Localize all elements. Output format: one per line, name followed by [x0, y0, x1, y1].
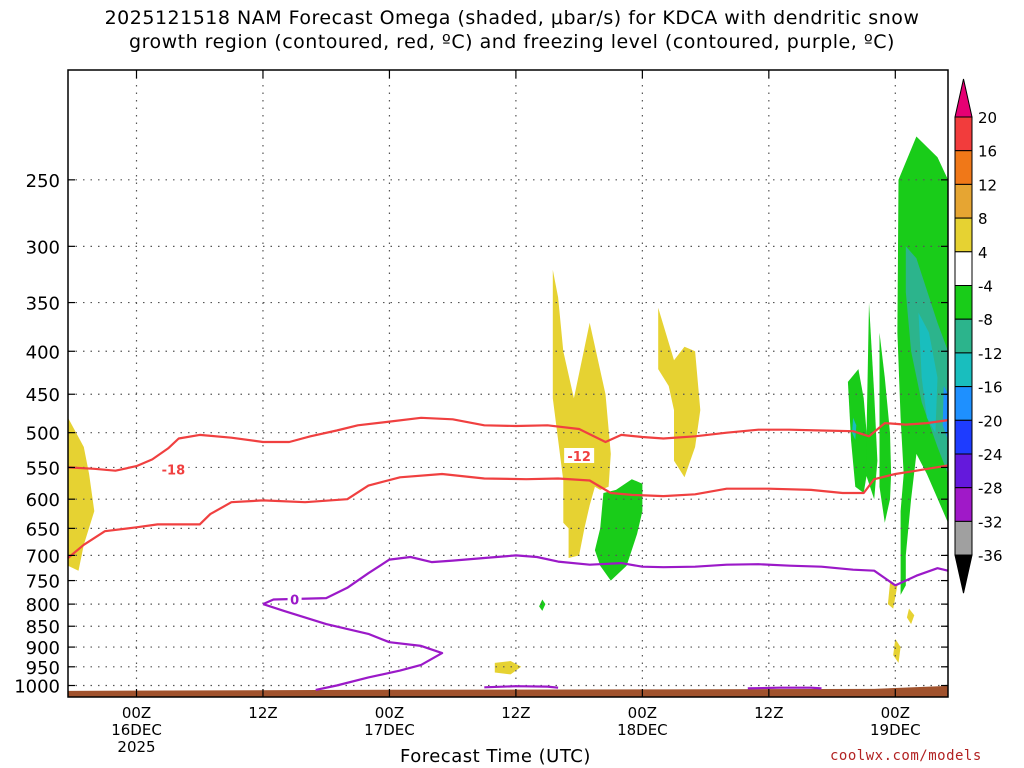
y-tick-label: 700 — [26, 546, 60, 567]
x-tick-label: 2025 — [117, 738, 155, 756]
omega-region-7 — [539, 599, 546, 611]
colorbar-swatch — [954, 520, 973, 556]
colorbar-label: -28 — [978, 480, 1003, 498]
chart-title-line1: 2025121518 NAM Forecast Omega (shaded, μ… — [104, 7, 920, 29]
colorbar-label: -8 — [978, 311, 993, 329]
colorbar-swatch — [954, 453, 973, 489]
colorbar-label: 20 — [978, 109, 997, 127]
omega-region-11 — [879, 332, 892, 523]
contour-line — [262, 554, 949, 606]
omega-region-8 — [594, 479, 643, 581]
contour-label: -18 — [162, 463, 186, 478]
colorbar-label: -4 — [978, 278, 993, 296]
colorbar-label: -12 — [978, 345, 1003, 363]
omega-region-4 — [887, 583, 898, 609]
omega-region-14 — [918, 312, 938, 433]
omega-region-1 — [494, 661, 522, 675]
y-tick-label: 600 — [26, 490, 60, 511]
colorbar-arrow-bottom — [954, 554, 973, 594]
colorbar-label: 12 — [978, 176, 997, 194]
omega-region-2 — [552, 269, 611, 558]
contour-line — [484, 685, 559, 689]
omega-region-5 — [906, 608, 915, 625]
y-tick-label: 350 — [26, 294, 60, 315]
omega-region-3 — [658, 307, 701, 478]
y-tick-label: 1000 — [14, 677, 60, 698]
x-tick-label: 12Z — [248, 704, 277, 722]
colorbar-label: -36 — [978, 547, 1003, 565]
x-tick-label: 12Z — [501, 704, 530, 722]
colorbar-swatch — [954, 487, 973, 522]
colorbar: 20 16 12 8 4 -4 -8 -12 -16 -20 -24 -28 -32 -36 — [954, 78, 1003, 594]
contour-lines: -18 -12 0 — [67, 416, 949, 691]
y-tick-label: 400 — [26, 342, 60, 363]
x-tick-label: 00Z — [881, 704, 910, 722]
y-tick-label: 550 — [26, 458, 60, 479]
credit-text: coolwx.com/models — [830, 748, 982, 764]
x-tick-label: 00Z — [375, 704, 404, 722]
contour-label-bg — [158, 461, 189, 477]
omega-region-16 — [942, 386, 948, 440]
contour-line — [262, 603, 444, 691]
x-tick-label: 00Z — [628, 704, 657, 722]
omega-region-0 — [68, 417, 95, 571]
colorbar-swatch — [954, 183, 973, 219]
omega-region-15 — [852, 417, 857, 440]
y-tick-label: 250 — [26, 171, 60, 192]
chart-title-line2: growth region (contoured, red, ºC) and f… — [129, 31, 895, 53]
terrain-surface — [68, 685, 948, 697]
y-tick-label: 950 — [26, 658, 60, 679]
contour-label-bg — [287, 591, 302, 607]
colorbar-swatch — [954, 116, 973, 152]
y-tick-label: 800 — [26, 595, 60, 616]
y-tick-label: 750 — [26, 572, 60, 593]
colorbar-swatch — [954, 419, 973, 455]
contour-line — [67, 416, 949, 472]
omega-region-6 — [893, 638, 901, 663]
contour-label-bg — [564, 447, 595, 463]
y-tick-label: 650 — [26, 519, 60, 540]
colorbar-swatch — [954, 150, 973, 185]
omega-shading — [68, 136, 948, 675]
grid-lines — [68, 70, 948, 697]
colorbar-swatch — [954, 318, 973, 354]
colorbar-label: 4 — [978, 244, 988, 262]
contour-label: -12 — [567, 450, 591, 465]
colorbar-label: -24 — [978, 446, 1003, 464]
y-tick-label: 300 — [26, 237, 60, 258]
contour-line — [747, 686, 822, 690]
contour-line — [67, 464, 949, 559]
y-tick-label: 450 — [26, 385, 60, 406]
y-tick-label: 500 — [26, 424, 60, 445]
colorbar-label: -32 — [978, 513, 1003, 531]
y-tick-label: 850 — [26, 617, 60, 638]
x-tick-label: 17DEC — [364, 721, 415, 739]
colorbar-swatch — [954, 217, 973, 253]
colorbar-swatch — [954, 352, 973, 388]
x-axis-title: Forecast Time (UTC) — [400, 746, 591, 767]
x-tick-label: 18DEC — [617, 721, 668, 739]
colorbar-swatch — [954, 251, 973, 287]
y-axis: 2503003504004505005506006507007508008509… — [14, 171, 948, 698]
colorbar-label: -16 — [978, 379, 1003, 397]
y-tick-label: 900 — [26, 638, 60, 659]
x-tick-label: 16DEC — [111, 721, 162, 739]
x-tick-label: 19DEC — [870, 721, 921, 739]
x-tick-label: 12Z — [754, 704, 783, 722]
colorbar-swatch — [954, 386, 973, 421]
plot-frame — [67, 69, 949, 698]
colorbar-arrow-top — [954, 78, 973, 118]
colorbar-label: 8 — [978, 210, 988, 228]
omega-region-10 — [865, 302, 878, 500]
terrain-fill — [68, 685, 948, 697]
contour-label: 0 — [290, 594, 299, 609]
colorbar-swatch — [954, 285, 973, 320]
x-tick-label: 00Z — [122, 704, 151, 722]
chart-title: 2025121518 NAM Forecast Omega (shaded, μ… — [0, 6, 1024, 54]
omega-region-9 — [847, 369, 869, 493]
colorbar-label: -20 — [978, 412, 1003, 430]
colorbar-label: 16 — [978, 143, 997, 161]
